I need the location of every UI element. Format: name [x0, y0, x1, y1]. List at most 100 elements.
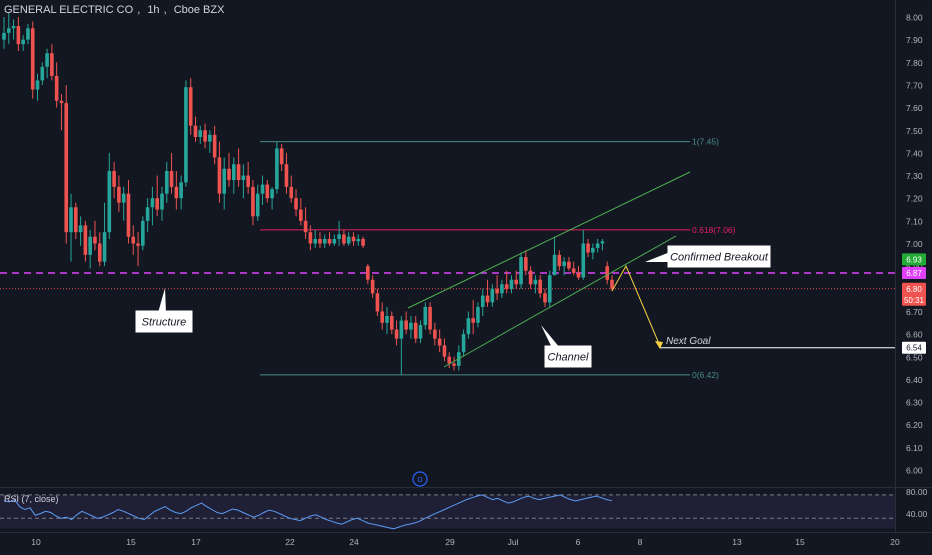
candle-body	[524, 257, 528, 271]
price-badge: 6.80	[902, 282, 926, 295]
fib-level-618-label: 0.618(7.06)	[692, 225, 736, 235]
candle-body	[97, 243, 102, 262]
candle-body	[93, 236, 97, 244]
candle-body	[567, 261, 571, 269]
price-tick-label: 6.00	[906, 466, 923, 476]
candle-body	[557, 254, 562, 267]
candle-body	[117, 186, 121, 203]
time-tick-label: Jul	[508, 537, 519, 547]
structure-callout-box	[135, 310, 193, 333]
rsi-tick-label: 40.00	[906, 509, 928, 519]
candle-body	[40, 66, 45, 81]
channel-label: Channel	[548, 352, 590, 364]
candle-body	[485, 295, 490, 303]
price-tick-label: 6.50	[906, 352, 923, 362]
candle-body	[265, 184, 270, 199]
price-badge-bg	[902, 293, 926, 306]
candle-body	[461, 334, 466, 353]
candle-body	[476, 306, 480, 323]
candle-body	[279, 148, 284, 165]
candle-body	[346, 236, 351, 244]
candle-body	[370, 279, 375, 294]
candle-body	[131, 236, 136, 244]
candle-body	[193, 125, 198, 138]
channel-callout-pointer	[541, 325, 560, 348]
chart-title: GENERAL ELECTRIC CO, 1h, Cboe BZX	[4, 4, 225, 16]
candle-body	[260, 184, 265, 194]
rsi-title: RSI (7, close)	[4, 494, 59, 504]
candle-body	[231, 164, 236, 181]
candle-body	[500, 284, 504, 294]
price-badge-label: 6.54	[906, 344, 922, 353]
time-tick-label: 10	[31, 537, 41, 547]
candle-body	[366, 266, 370, 280]
candle-body	[418, 325, 423, 339]
candle-body	[6, 28, 11, 33]
candle-body	[605, 266, 610, 280]
rsi-band	[0, 494, 895, 529]
candle-body	[141, 220, 145, 246]
goal-projection-line	[611, 264, 661, 347]
price-tick-label: 6.20	[906, 420, 923, 430]
candle-body	[342, 234, 346, 244]
candle-body	[50, 53, 54, 76]
candle-body	[581, 243, 586, 278]
candle-body	[284, 164, 289, 187]
candle-body	[217, 157, 222, 194]
candle-body	[121, 193, 126, 203]
candle-body	[236, 164, 241, 181]
price-badge-bg	[902, 253, 926, 266]
time-axis: 10 15 17 22 24 29 Jul 6 8 13 15 20	[31, 537, 900, 547]
candle-body	[428, 306, 432, 330]
candle-body	[552, 254, 557, 276]
candle-body	[184, 87, 188, 183]
candle-body	[2, 32, 6, 40]
channel-lower-line	[443, 235, 677, 368]
candle-body	[88, 236, 92, 255]
price-tick-label: 6.30	[906, 398, 923, 408]
candle-body	[255, 193, 260, 217]
next-goal-label: Next Goal	[666, 336, 711, 347]
channel-callout-box	[544, 345, 592, 368]
confirmed-breakout-label: Confirmed Breakout	[670, 252, 769, 264]
candle-body	[74, 207, 78, 233]
candle-body	[562, 261, 566, 267]
fib-level-1-label: 1(7.45)	[692, 137, 719, 147]
candle-body	[504, 284, 509, 289]
candle-body	[246, 175, 250, 187]
candle-body	[198, 130, 203, 138]
candle-body	[155, 198, 159, 210]
candle-body	[591, 248, 595, 253]
candle-body	[188, 87, 193, 126]
candle-body	[327, 238, 332, 244]
candle-body	[308, 232, 313, 244]
time-tick-label: 6	[576, 537, 581, 547]
candle-body	[356, 238, 361, 242]
candle-body	[83, 225, 88, 255]
price-badge: 6.87	[902, 266, 926, 279]
candle-body	[337, 234, 341, 239]
candle-body	[571, 268, 576, 273]
breakout-callout: Confirmed Breakout	[645, 245, 771, 268]
price-tick-label: 7.90	[906, 35, 923, 45]
symbol-name: GENERAL ELECTRIC CO	[4, 4, 134, 16]
price-badge: 6.54	[902, 341, 926, 354]
price-badge-label: 6.93	[906, 255, 922, 264]
time-tick-label: 29	[445, 537, 455, 547]
candle-body	[389, 315, 394, 330]
price-tick-label: 7.10	[906, 216, 923, 226]
structure-label: Structure	[142, 317, 187, 329]
time-tick-label: 24	[349, 537, 359, 547]
candles	[2, 12, 614, 375]
candle-body	[150, 198, 155, 208]
structure-callout-pointer	[158, 288, 166, 313]
candle-body	[107, 171, 112, 233]
exchange-label: Cboe BZX	[173, 4, 225, 16]
candle-body	[413, 322, 418, 339]
candle-body	[227, 168, 231, 181]
fib-level-0-label: 0(6.42)	[692, 370, 719, 380]
candle-body	[164, 171, 169, 194]
candle-body	[126, 193, 131, 237]
